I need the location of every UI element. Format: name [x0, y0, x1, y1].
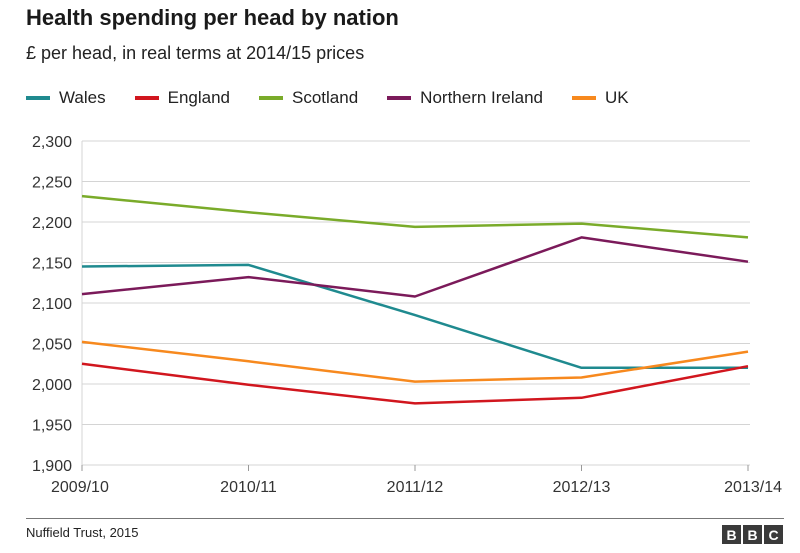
legend-swatch — [259, 96, 283, 100]
gridlines — [81, 140, 750, 466]
legend-item: England — [134, 88, 230, 108]
x-tick-label: 2010/11 — [220, 479, 277, 496]
legend-swatch — [572, 96, 597, 100]
series-lines — [81, 194, 749, 405]
x-tick-label: 2009/10 — [51, 479, 109, 496]
bbc-logo-letter: C — [764, 525, 783, 544]
y-tick-label: 2,050 — [32, 337, 72, 354]
legend: Wales England Scotland Northern Ireland UK — [26, 86, 658, 110]
y-tick-label: 2,300 — [32, 134, 72, 151]
source-note: Nuffield Trust, 2015 — [26, 525, 139, 540]
y-tick-label: 1,900 — [32, 458, 72, 475]
bbc-logo: B B C — [722, 525, 783, 544]
y-tick-label: 1,950 — [32, 418, 72, 435]
line-chart: 1,900 1,950 2,000 2,050 2,100 2,150 2,200 2,250… — [32, 134, 782, 496]
x-axis-tick-labels: 2009/10 2010/11 2011/12 2012/13 2013/14 — [51, 465, 782, 496]
legend-label: Scotland — [292, 88, 359, 107]
y-tick-label: 2,100 — [32, 296, 72, 313]
chart-title: Health spending per head by nation — [26, 5, 399, 30]
series-line-uk — [81, 340, 749, 383]
footer-divider — [26, 518, 784, 519]
legend-swatch — [134, 96, 159, 100]
x-tick-label: 2013/14 — [724, 479, 782, 496]
legend-label: England — [167, 88, 230, 107]
series-line-england — [81, 362, 749, 405]
x-tick-label: 2011/12 — [387, 479, 444, 496]
legend-label: Wales — [59, 88, 106, 107]
legend-item: UK — [572, 88, 629, 108]
legend-item: Scotland — [259, 88, 358, 108]
legend-swatch — [26, 96, 50, 100]
y-tick-label: 2,250 — [32, 175, 72, 192]
legend-label: UK — [605, 88, 629, 107]
series-line-northern-ireland — [81, 236, 749, 298]
legend-label: Northern Ireland — [420, 88, 544, 107]
bbc-logo-letter: B — [743, 525, 762, 544]
legend-swatch — [387, 96, 412, 100]
legend-item: Wales — [26, 88, 106, 108]
series-line-scotland — [81, 194, 749, 239]
x-tick-label: 2012/13 — [553, 479, 611, 496]
y-axis-tick-labels: 1,900 1,950 2,000 2,050 2,100 2,150 2,200 2,250… — [32, 134, 72, 475]
y-tick-label: 2,200 — [32, 215, 72, 232]
bbc-logo-letter: B — [722, 525, 741, 544]
chart-subtitle: £ per head, in real terms at 2014/15 pri… — [26, 43, 365, 63]
y-tick-label: 2,000 — [32, 377, 72, 394]
legend-item: Northern Ireland — [387, 88, 543, 108]
y-tick-label: 2,150 — [32, 256, 72, 273]
